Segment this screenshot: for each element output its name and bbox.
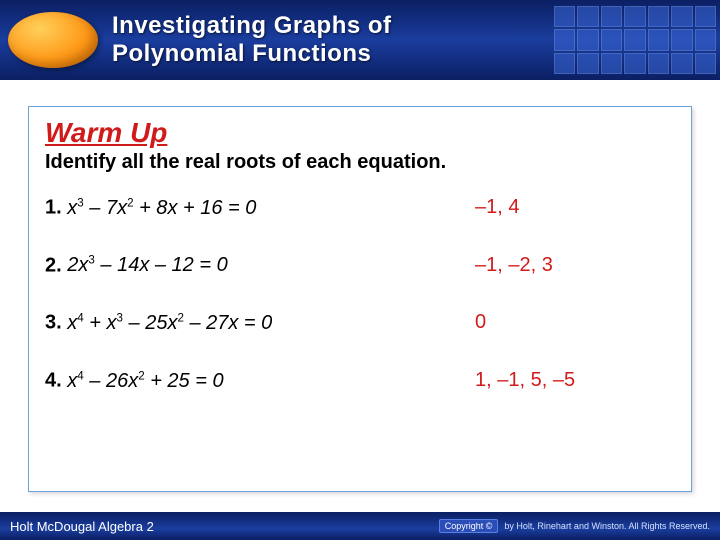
answer-4: 1, –1, 5, –5 xyxy=(475,369,675,393)
warmup-heading: Warm Up xyxy=(45,117,675,149)
footer-left-text: Holt McDougal Algebra 2 xyxy=(10,519,154,534)
header-title: Investigating Graphs of Polynomial Funct… xyxy=(112,12,392,67)
answer-2: –1, –2, 3 xyxy=(475,254,675,278)
header-grid-decoration xyxy=(550,0,720,80)
content-box: Warm Up Identify all the real roots of e… xyxy=(28,106,692,492)
answer-1: –1, 4 xyxy=(475,196,675,220)
footer-band: Holt McDougal Algebra 2 Copyright © by H… xyxy=(0,512,720,540)
problem-3: 3. x4 + x3 – 25x2 – 27x = 0 xyxy=(45,311,465,335)
problem-1: 1. x3 – 7x2 + 8x + 16 = 0 xyxy=(45,196,465,220)
problems-grid: 1. x3 – 7x2 + 8x + 16 = 0 –1, 4 2. 2x3 – 1… xyxy=(45,196,675,393)
copyright-text: by Holt, Rinehart and Winston. All Right… xyxy=(504,521,710,531)
header-title-line1: Investigating Graphs of xyxy=(112,12,392,39)
footer-copyright: Copyright © by Holt, Rinehart and Winsto… xyxy=(439,519,710,533)
instruction-text: Identify all the real roots of each equa… xyxy=(45,151,675,174)
header-band: Investigating Graphs of Polynomial Funct… xyxy=(0,0,720,80)
problem-2: 2. 2x3 – 14x – 12 = 0 xyxy=(45,254,465,278)
problem-4: 4. x4 – 26x2 + 25 = 0 xyxy=(45,369,465,393)
header-title-line2: Polynomial Functions xyxy=(112,40,371,67)
header-oval-icon xyxy=(8,12,98,68)
answer-3: 0 xyxy=(475,311,675,335)
copyright-badge: Copyright © xyxy=(439,519,499,533)
